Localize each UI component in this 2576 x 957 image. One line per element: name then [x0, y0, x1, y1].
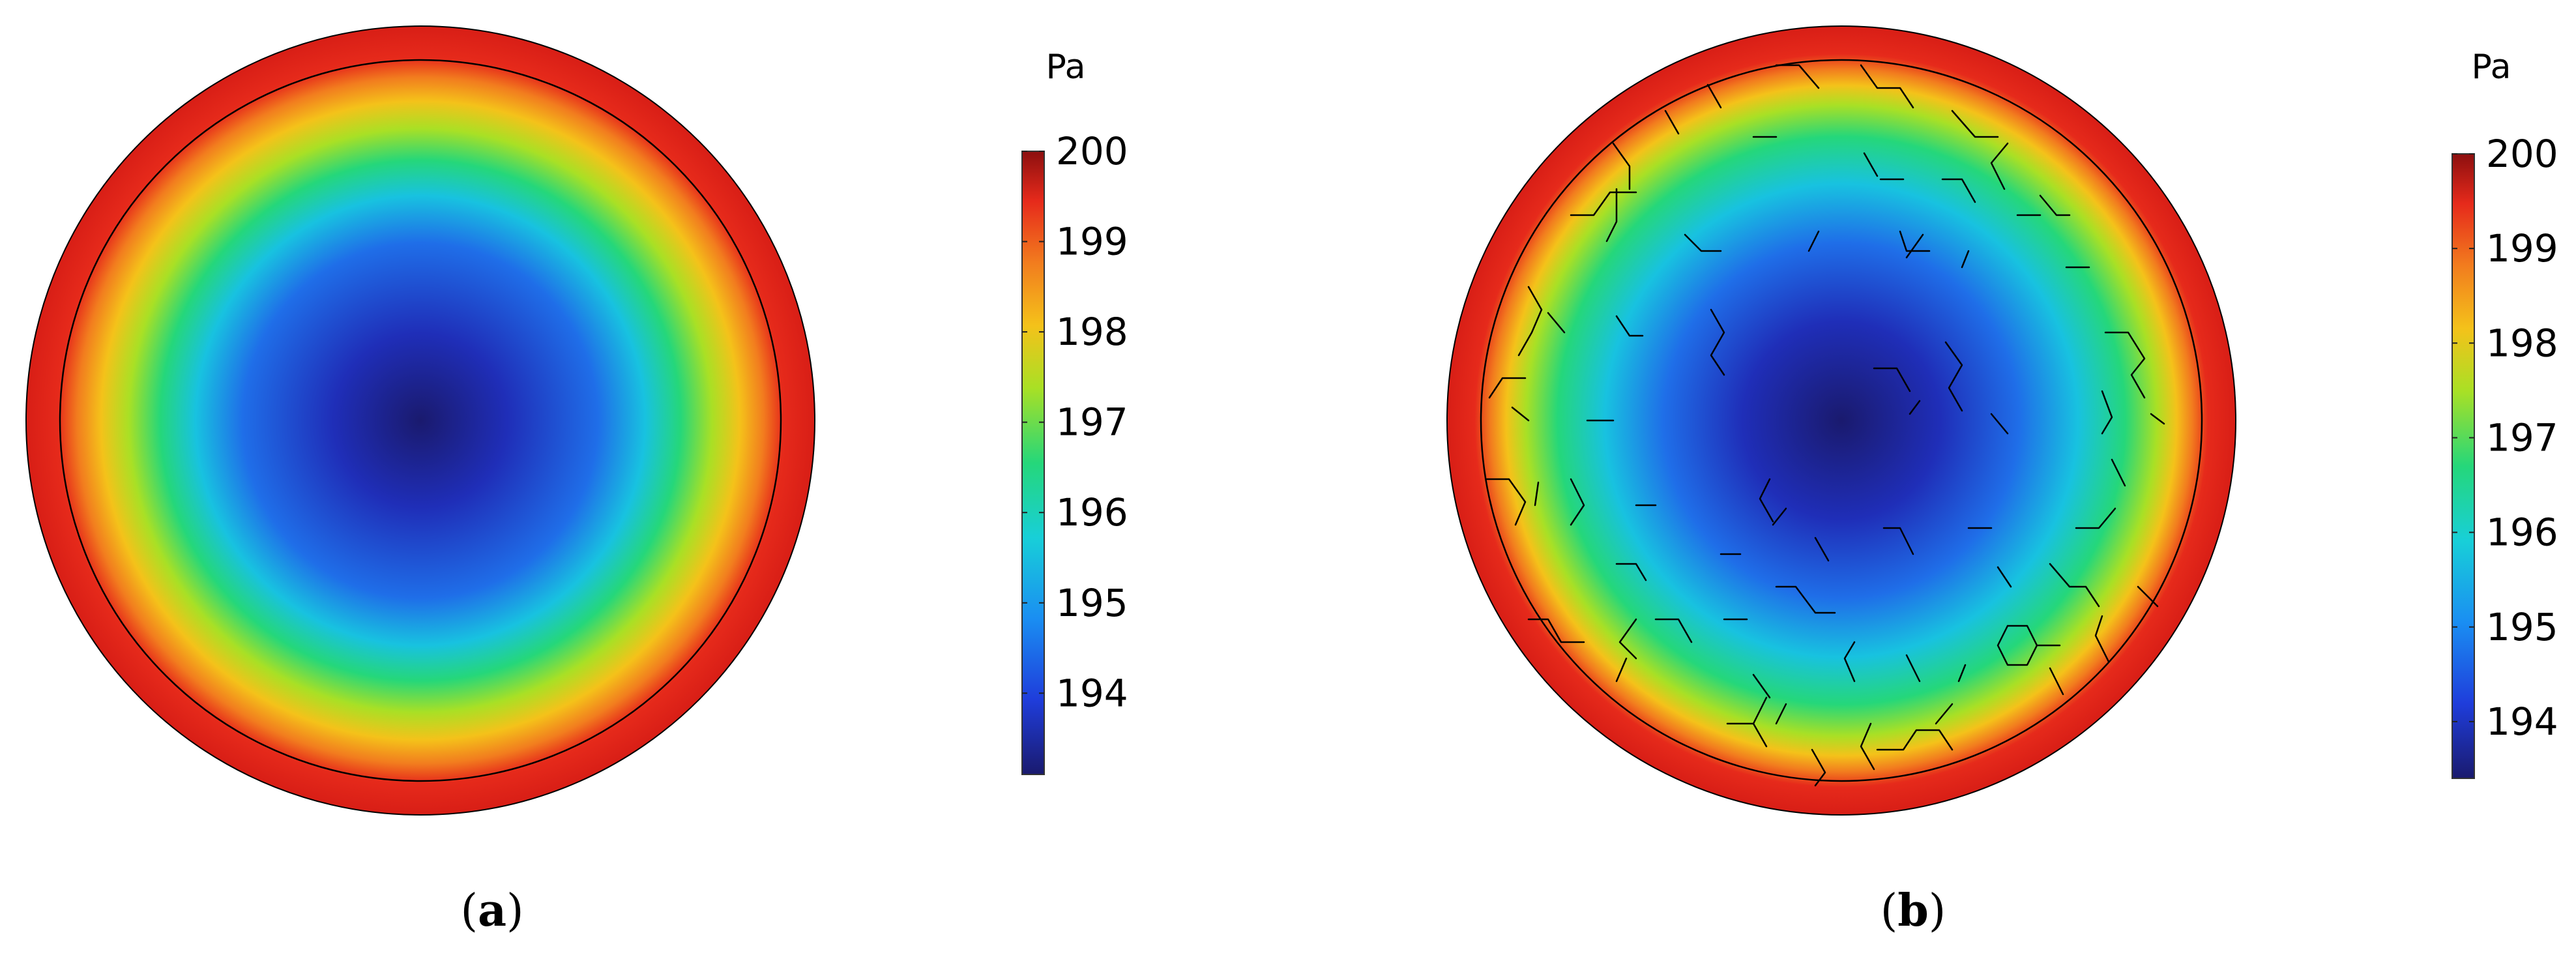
colorbar-tick-label: 195	[1056, 581, 1128, 625]
disk-outline-b	[1446, 25, 2236, 816]
inner-boundary-b	[1480, 59, 2203, 782]
colorbar-tick-label: 200	[1056, 129, 1128, 173]
inclusion-fragment	[1905, 654, 1921, 683]
inclusion-fragment	[1775, 64, 1820, 89]
inclusion-fragment	[1759, 478, 1774, 523]
colorbar-tick-label: 195	[2486, 605, 2558, 649]
inclusion-fragment	[2104, 331, 2146, 399]
colorbar-tick-label: 197	[2486, 415, 2558, 460]
colorbar-tick-label: 199	[1056, 220, 1128, 264]
inclusion-fragment	[1570, 191, 1637, 216]
colorbar-b: Pa 194 195 196 197 198 199 200	[2452, 48, 2558, 779]
inclusion-fragment	[1997, 566, 2012, 588]
inclusion-fragment	[1951, 110, 1999, 138]
inclusion-fragment	[1772, 507, 1787, 526]
inclusion-fragment	[1935, 703, 1954, 725]
inclusion-fragment	[1752, 673, 1771, 699]
disk-outline-a	[25, 25, 815, 816]
inclusion-fragment	[1534, 481, 1540, 507]
inclusion-fragment	[1863, 152, 1879, 177]
inclusion-fragment	[1664, 110, 1680, 135]
colorbar-tick-label: 198	[1056, 310, 1128, 354]
inclusion-fragment	[1615, 315, 1644, 337]
pressure-disk-a	[26, 26, 815, 815]
inclusion-fragment	[1843, 641, 1856, 683]
inclusion-fragment	[1957, 664, 1967, 683]
inclusion-fragment	[1684, 233, 1722, 252]
inclusion-fragment	[1990, 142, 2009, 190]
panel-label-a: (a)	[460, 885, 523, 937]
inclusion-fragment	[1961, 250, 1970, 269]
inclusion-fragment	[1654, 618, 1693, 643]
inclusion-fragment	[1899, 230, 1931, 252]
colorbar-tick-label: 194	[2486, 699, 2558, 744]
inclusion-fragment	[2150, 413, 2165, 425]
inclusion-fragment	[2101, 390, 2113, 435]
inclusion-fragment	[1941, 178, 1976, 203]
unit-label-a: Pa	[1046, 48, 1086, 87]
colorbar-tick-label: 194	[1056, 671, 1128, 715]
inclusion-fragment	[1814, 537, 1830, 562]
colorbar-tick-label: 197	[1056, 400, 1128, 445]
inclusion-fragment	[1775, 585, 1836, 614]
inclusion-fragment	[1909, 400, 1921, 415]
inclusion-fragment	[1997, 625, 2038, 666]
inclusion-fragment	[2049, 563, 2100, 608]
inclusion-fragment	[1876, 729, 1954, 751]
inclusion-fragment	[1612, 142, 1631, 190]
inclusion-fragment	[1615, 657, 1628, 683]
colorbar-tick-label: 200	[2486, 132, 2558, 176]
panel-label-b: (b)	[1881, 885, 1946, 937]
inclusion-fragment	[1775, 703, 1787, 725]
inclusion-fragment	[1605, 188, 1618, 243]
inclusion-fragment	[1615, 563, 1647, 582]
inclusion-fragment	[1488, 377, 1527, 399]
inclusion-fragment	[1990, 413, 2009, 435]
inclusion-fragment	[2137, 585, 2159, 608]
inclusion-fragment	[1485, 478, 1527, 526]
inclusion-fragment	[1527, 618, 1585, 643]
inclusion-fragment	[1808, 230, 1820, 252]
hexagonal-inclusions	[1485, 64, 2165, 787]
inclusion-fragment	[1570, 478, 1585, 526]
pressure-disk-b	[1447, 26, 2236, 815]
colorbar-tick-label: 196	[2486, 510, 2558, 555]
inclusion-fragment	[1905, 233, 1924, 259]
inclusion-fragment	[2049, 667, 2064, 696]
inclusion-fragment	[1752, 696, 1768, 725]
inclusion-fragment	[1511, 406, 1530, 422]
inclusion-fragment	[1706, 83, 1722, 109]
panel-a: Pa 194 195 196 197 198 199 200 (a)	[25, 25, 1128, 937]
inclusion-fragment	[1811, 748, 1826, 787]
inner-boundary-a	[59, 59, 782, 782]
inclusion-fragment	[1710, 308, 1725, 376]
inclusion-fragment	[1860, 722, 1875, 771]
colorbar-a: Pa 194 195 196 197 198 199 200	[1021, 48, 1128, 775]
inclusion-fragment	[1517, 286, 1543, 357]
inclusion-fragment	[1882, 527, 1914, 555]
colorbar-tick-label: 199	[2486, 226, 2558, 271]
inclusion-fragment	[1860, 64, 1914, 109]
inclusion-fragment	[1618, 618, 1637, 660]
panel-b: Pa 194 195 196 197 198 199 200 (b)	[1446, 25, 2558, 937]
inclusion-fragment	[1944, 341, 1963, 412]
colorbar-tick-label: 198	[2486, 321, 2558, 365]
inclusion-fragment	[2094, 615, 2110, 663]
inclusion-fragment	[1873, 367, 1911, 392]
inclusion-fragment	[1547, 312, 1566, 334]
inclusion-fragment	[2075, 507, 2116, 529]
inclusion-fragment	[2111, 458, 2126, 487]
colorbar-strip-b	[2452, 153, 2475, 779]
colorbar-tick-label: 196	[1056, 490, 1128, 535]
inclusion-fragment	[2039, 194, 2071, 216]
colorbar-strip-a	[1021, 151, 1045, 775]
unit-label-b: Pa	[2472, 48, 2511, 87]
